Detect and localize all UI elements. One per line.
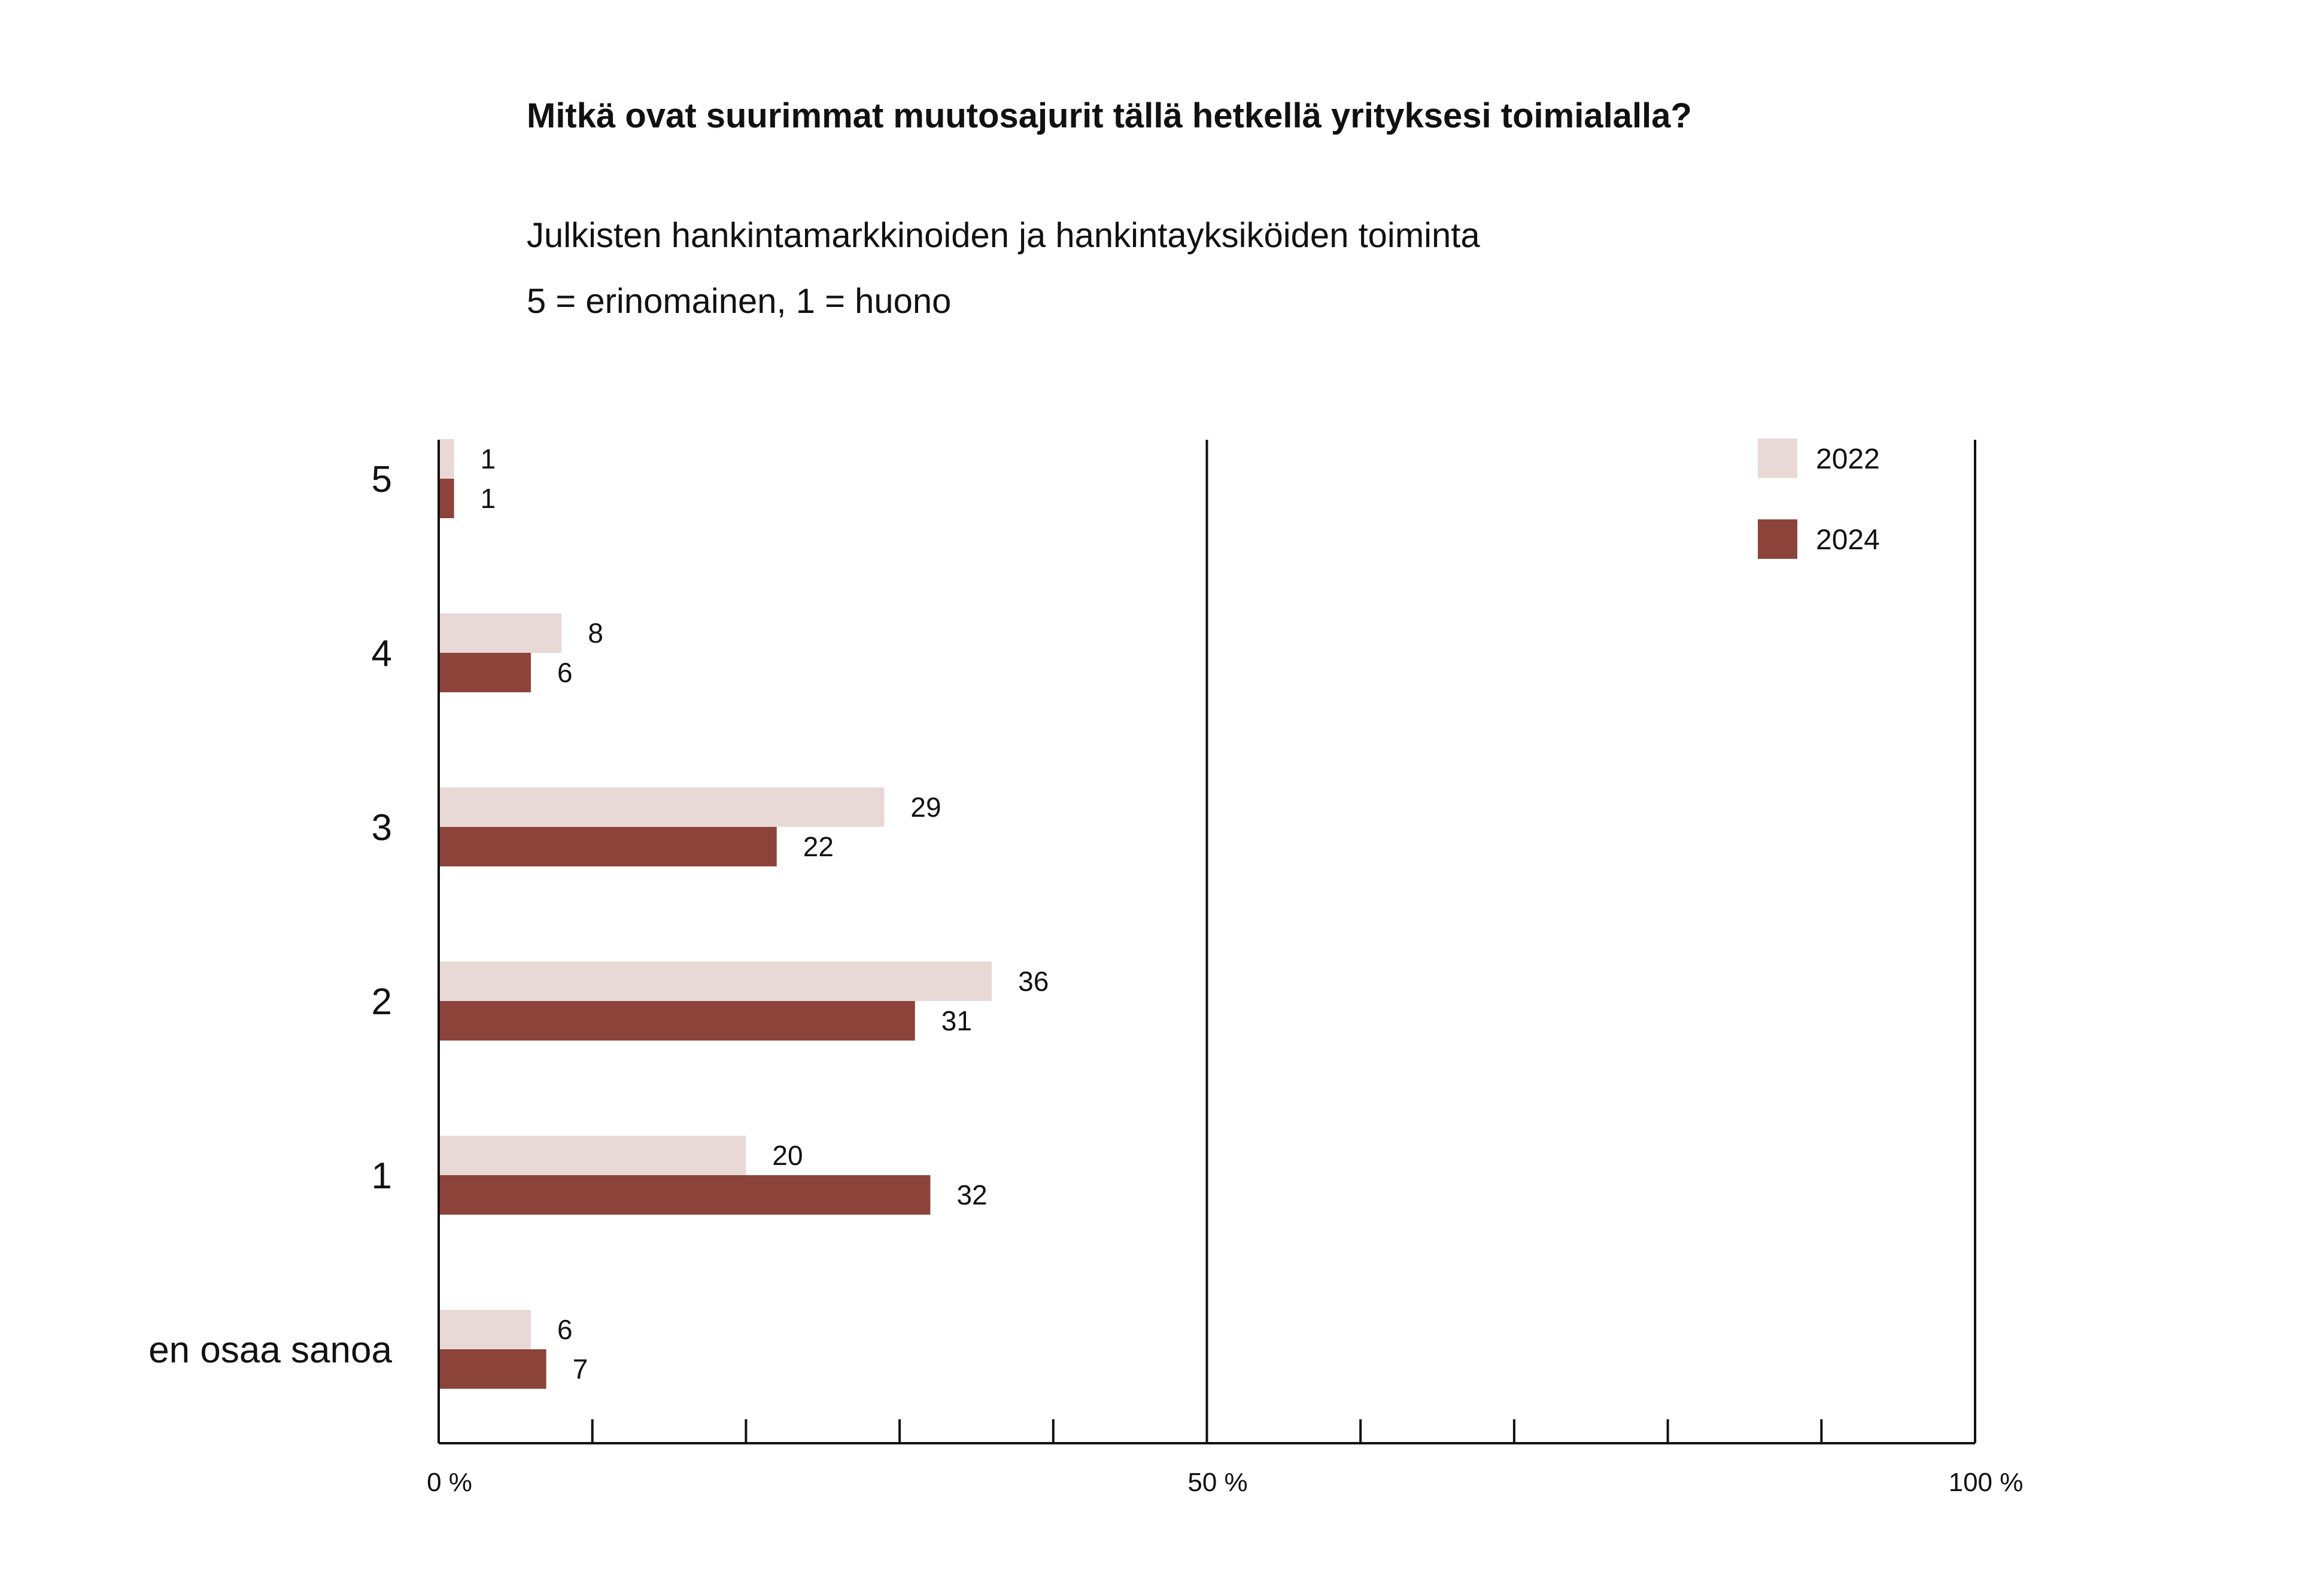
bar-2024 bbox=[439, 827, 777, 866]
category-label: 3 bbox=[372, 807, 392, 848]
data-label-2024: 1 bbox=[481, 483, 496, 514]
category-label: 2 bbox=[372, 981, 392, 1023]
data-label-2024: 7 bbox=[573, 1353, 588, 1385]
bar-2022 bbox=[439, 787, 885, 827]
data-label-2022: 29 bbox=[910, 792, 941, 823]
bar-2024 bbox=[439, 653, 531, 692]
legend-swatch-2024 bbox=[1758, 519, 1797, 559]
x-tick-label: 100 % bbox=[1949, 1468, 2024, 1497]
bar-2024 bbox=[439, 479, 454, 518]
bar-2022 bbox=[439, 1310, 531, 1349]
bar-2024 bbox=[439, 1001, 915, 1041]
bar-2022 bbox=[439, 613, 562, 653]
data-label-2022: 1 bbox=[481, 443, 496, 474]
data-label-2022: 20 bbox=[772, 1140, 803, 1171]
category-label: 5 bbox=[372, 459, 392, 500]
chart-title: Mitkä ovat suurimmat muutosajurit tällä … bbox=[527, 96, 1692, 135]
data-label-2024: 31 bbox=[941, 1005, 972, 1036]
data-label-2022: 6 bbox=[557, 1314, 573, 1345]
bar-2022 bbox=[439, 439, 454, 479]
bar-2024 bbox=[439, 1349, 546, 1389]
category-label: 4 bbox=[372, 633, 392, 674]
data-label-2024: 22 bbox=[803, 831, 834, 862]
x-tick-label: 50 % bbox=[1187, 1468, 1247, 1497]
legend-swatch-2022 bbox=[1758, 439, 1797, 478]
category-label: en osaa sanoa bbox=[148, 1330, 392, 1371]
data-label-2024: 6 bbox=[557, 657, 573, 688]
data-label-2024: 32 bbox=[956, 1179, 987, 1210]
data-label-2022: 8 bbox=[588, 617, 603, 649]
bar-2024 bbox=[439, 1175, 931, 1215]
scale-note: 5 = erinomainen, 1 = huono bbox=[527, 282, 952, 321]
category-label: 1 bbox=[372, 1155, 392, 1197]
bar-2022 bbox=[439, 962, 992, 1001]
data-label-2022: 36 bbox=[1018, 966, 1049, 997]
x-tick-label: 0 % bbox=[427, 1468, 472, 1497]
legend-label-2024: 2024 bbox=[1816, 524, 1880, 556]
bar-2022 bbox=[439, 1136, 746, 1175]
legend-label-2022: 2022 bbox=[1816, 443, 1880, 475]
chart-subtitle: Julkisten hankintamarkkinoiden ja hankin… bbox=[527, 216, 1480, 255]
